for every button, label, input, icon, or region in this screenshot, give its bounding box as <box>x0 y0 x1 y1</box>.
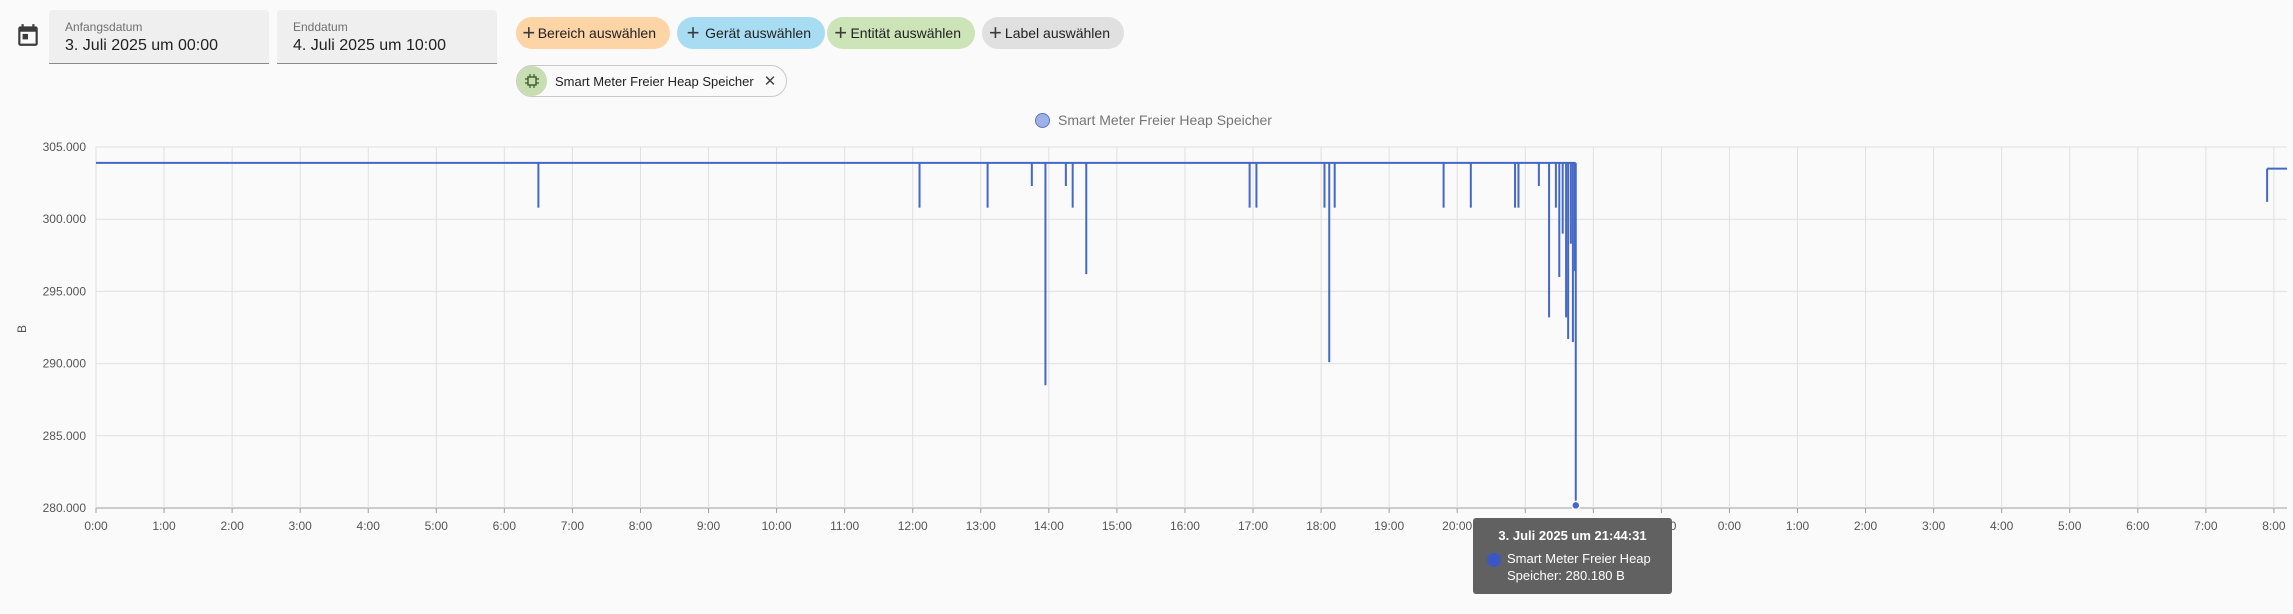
x-axis-ticks: 0:00 1:00 2:00 3:00 4:00 5:00 6:00 7:00 8:00 9:00… <box>84 519 2286 533</box>
y-tick-label: 295.000 <box>43 284 87 298</box>
plus-icon: + <box>834 20 848 45</box>
y-tick-label: 285.000 <box>43 429 87 443</box>
select-entity-chip[interactable]: + Entität auswählen <box>827 17 975 49</box>
x-tick-label: 0:00 <box>84 519 108 533</box>
y-axis-ticks: 280.000 285.000 290.000 295.000 300.000 305.0… <box>43 140 87 515</box>
tooltip-line-1: Smart Meter Freier Heap <box>1507 551 1651 566</box>
x-tick-label: 3:00 <box>1922 519 1946 533</box>
plus-icon: + <box>522 20 536 45</box>
end-date-value: 4. Juli 2025 um 10:00 <box>293 37 446 54</box>
x-tick-label: 17:00 <box>1238 519 1268 533</box>
end-date-field[interactable]: Enddatum 4. Juli 2025 um 10:00 <box>277 10 497 64</box>
tooltip-series-marker <box>1487 553 1501 567</box>
x-tick-label: 4:00 <box>357 519 381 533</box>
calendar-icon[interactable] <box>15 22 41 48</box>
plus-icon: + <box>686 20 700 45</box>
x-tick-label: 1:00 <box>152 519 176 533</box>
x-tick-label: 5:00 <box>2058 519 2082 533</box>
legend-label: Smart Meter Freier Heap Speicher <box>1058 112 1272 128</box>
x-tick-label: 6:00 <box>493 519 517 533</box>
select-device-chip[interactable]: + Gerät auswählen <box>677 17 825 49</box>
select-area-chip[interactable]: + Bereich auswählen <box>516 17 670 49</box>
selected-entity-label: Smart Meter Freier Heap Speicher <box>555 73 754 89</box>
x-tick-label: 7:00 <box>561 519 585 533</box>
x-tick-label: 10:00 <box>762 519 792 533</box>
chart-series <box>96 161 2287 511</box>
x-tick-label: 12:00 <box>898 519 928 533</box>
x-tick-label: 7:00 <box>2194 519 2218 533</box>
x-tick-label: 2:00 <box>1854 519 1878 533</box>
x-tick-label: 19:00 <box>1374 519 1404 533</box>
x-tick-label: 16:00 <box>1170 519 1200 533</box>
y-tick-label: 305.000 <box>43 140 87 154</box>
chip-icon <box>517 66 547 96</box>
chart-tooltip: 3. Juli 2025 um 21:44:31 Smart Meter Fre… <box>1473 518 1672 594</box>
x-tick-label: 8:00 <box>2262 519 2286 533</box>
tooltip-line-2: Speicher: 280.180 B <box>1507 568 1625 583</box>
series-highlight-point <box>1571 500 1581 511</box>
start-date-label: Anfangsdatum <box>65 20 143 34</box>
x-tick-label: 18:00 <box>1306 519 1336 533</box>
select-area-label: Bereich auswählen <box>537 25 656 41</box>
start-date-field[interactable]: Anfangsdatum 3. Juli 2025 um 00:00 <box>49 10 269 64</box>
plus-icon: + <box>989 20 1002 45</box>
select-label-label: Label auswählen <box>1004 25 1110 41</box>
x-tick-label: 11:00 <box>830 519 859 533</box>
chart-legend-item[interactable]: Smart Meter Freier Heap Speicher <box>1035 112 1272 128</box>
remove-entity-icon[interactable]: ✕ <box>763 73 777 90</box>
x-tick-label: 1:00 <box>1786 519 1810 533</box>
x-tick-label: 4:00 <box>1990 519 2014 533</box>
x-tick-label: 2:00 <box>220 519 244 533</box>
y-tick-label: 280.000 <box>43 501 87 515</box>
select-label-chip[interactable]: + Label auswählen <box>982 17 1124 49</box>
chart-grid <box>95 146 2287 513</box>
select-entity-label: Entität auswählen <box>850 25 961 41</box>
x-tick-label: 20:00 <box>1442 519 1472 533</box>
selected-entity-chip[interactable]: Smart Meter Freier Heap Speicher ✕ <box>516 65 788 97</box>
y-tick-label: 300.000 <box>43 212 87 226</box>
x-tick-label: 14:00 <box>1034 519 1064 533</box>
legend-marker <box>1035 112 1050 128</box>
x-tick-label: 5:00 <box>425 519 449 533</box>
x-tick-label: 6:00 <box>2126 519 2150 533</box>
y-tick-label: 290.000 <box>43 357 87 371</box>
start-date-value: 3. Juli 2025 um 00:00 <box>65 37 218 54</box>
tooltip-title: 3. Juli 2025 um 21:44:31 <box>1498 528 1647 543</box>
x-tick-label: 9:00 <box>697 519 721 533</box>
x-tick-label: 3:00 <box>289 519 313 533</box>
select-device-label: Gerät auswählen <box>705 25 811 41</box>
x-tick-label: 8:00 <box>629 519 653 533</box>
x-tick-label: 15:00 <box>1102 519 1132 533</box>
end-date-label: Enddatum <box>293 20 348 34</box>
x-tick-label: 13:00 <box>966 519 996 533</box>
x-tick-label: 0:00 <box>1718 519 1742 533</box>
